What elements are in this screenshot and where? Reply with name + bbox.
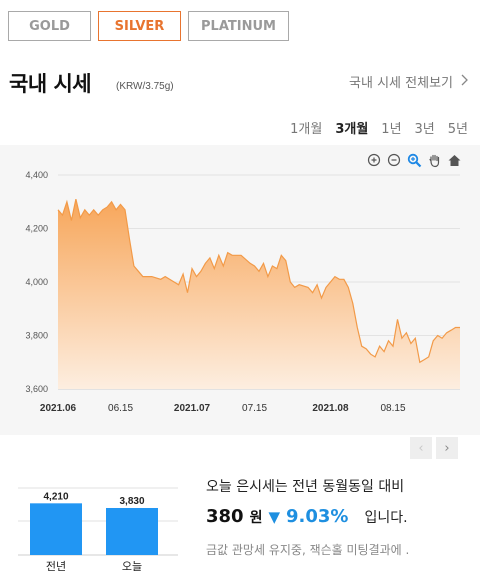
period-5y[interactable]: 5년: [447, 122, 468, 137]
chart-toolbar: [366, 152, 462, 168]
currency-unit: 원: [249, 510, 263, 526]
news-headline-link[interactable]: 금값 관망세 유지중, 잭슨홀 미팅결과에 .: [206, 543, 410, 557]
bar-value-today: 3,830: [119, 496, 144, 507]
x-tick-label: 2021.07: [174, 403, 211, 414]
x-tick-label: 07.15: [242, 403, 267, 414]
y-tick-label: 3,800: [25, 331, 48, 341]
tab-platinum[interactable]: PLATINUM: [188, 11, 289, 41]
bar-today: [106, 507, 158, 555]
down-arrow-icon: ▼: [268, 508, 281, 526]
zoom-out-icon[interactable]: [386, 152, 402, 168]
bar-label-today: 오늘: [122, 560, 142, 573]
summary-panel: 오늘 은시세는 전년 동월동일 대비 380 원 ▼ 9.03% 입니다. 금값…: [206, 476, 476, 558]
x-tick-label: 2021.06: [40, 403, 77, 414]
view-all-link[interactable]: 국내 시세 전체보기: [349, 72, 468, 91]
summary-change: 380 원 ▼ 9.03% 입니다.: [206, 506, 476, 527]
x-tick-label: 06.15: [108, 403, 133, 414]
chevron-right-icon: [461, 74, 468, 90]
zoom-in-icon[interactable]: [366, 152, 382, 168]
x-tick-label: 2021.08: [312, 403, 349, 414]
bar-value-last-year: 4,210: [43, 491, 68, 502]
tab-gold[interactable]: GOLD: [8, 11, 91, 41]
period-3m[interactable]: 3개월: [335, 122, 369, 137]
period-1y[interactable]: 1년: [381, 122, 402, 137]
period-selector: 1개월 3개월 1년 3년 5년: [290, 118, 468, 137]
view-all-label: 국내 시세 전체보기: [349, 76, 453, 91]
summary-headline: 오늘 은시세는 전년 동월동일 대비: [206, 479, 405, 495]
summary-tail: 입니다.: [364, 510, 408, 526]
y-tick-label: 3,600: [25, 384, 48, 394]
period-1m[interactable]: 1개월: [290, 122, 323, 137]
price-line: [57, 198, 460, 364]
next-button[interactable]: ›: [436, 437, 458, 459]
chart-pager: ‹ ›: [410, 437, 458, 459]
change-amount: 380: [206, 506, 244, 527]
metal-tabs: GOLD SILVER PLATINUM: [8, 11, 289, 41]
y-tick-label: 4,000: [25, 277, 48, 287]
change-percent: 9.03%: [286, 506, 349, 527]
prev-button[interactable]: ‹: [410, 437, 432, 459]
x-tick-label: 08.15: [380, 403, 405, 414]
y-tick-label: 4,400: [25, 170, 48, 180]
tab-silver[interactable]: SILVER: [98, 11, 181, 41]
price-chart: 3,600 3,800 4,000 4,200 4,400 2021.06 06.15 20…: [25, 170, 460, 414]
price-area: [58, 199, 460, 389]
period-3y[interactable]: 3년: [414, 122, 435, 137]
unit-label: (KRW/3.75g): [116, 81, 174, 92]
bar-last-year: [30, 503, 82, 555]
pan-hand-icon[interactable]: [426, 152, 442, 168]
year-comparison-chart: 4,210 3,830 전년 오늘: [18, 487, 178, 573]
home-icon[interactable]: [446, 152, 462, 168]
page-title: 국내 시세: [9, 72, 92, 96]
magnify-icon[interactable]: [406, 152, 422, 168]
bar-label-last-year: 전년: [46, 560, 66, 573]
y-tick-label: 4,200: [25, 224, 48, 234]
